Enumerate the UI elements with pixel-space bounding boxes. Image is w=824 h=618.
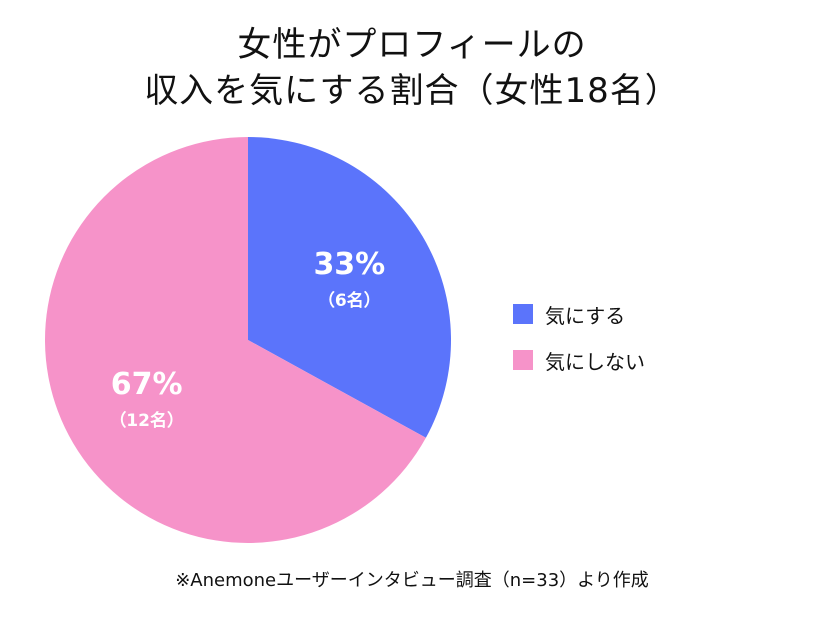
legend-label-not-care: 気にしない (545, 349, 645, 374)
chart-title-line1: 女性がプロフィールの (237, 25, 587, 65)
legend-swatch-care (513, 304, 533, 324)
legend-item-not-care: 気にしない (513, 348, 645, 374)
legend-swatch-not-care (513, 350, 533, 370)
slice-percent-label-1: 67% (111, 367, 183, 402)
slice-percent-label-0: 33% (313, 247, 385, 282)
chart-legend: 気にする 気にしない (513, 302, 645, 394)
pie-slice-1 (45, 137, 426, 543)
legend-label-care: 気にする (545, 303, 626, 328)
footnote: ※Anemoneユーザーインタビュー調査（n=33）より作成 (175, 570, 649, 591)
pie-slice-0 (248, 137, 452, 438)
slice-count-label-1: （12名） (109, 410, 184, 431)
slice-count-label-0: （6名） (318, 290, 381, 311)
chart-title-line2: 収入を気にする割合（女性18名） (144, 71, 680, 111)
legend-item-care: 気にする (513, 302, 645, 328)
chart-title: 女性がプロフィールの 収入を気にする割合（女性18名） (0, 22, 824, 114)
